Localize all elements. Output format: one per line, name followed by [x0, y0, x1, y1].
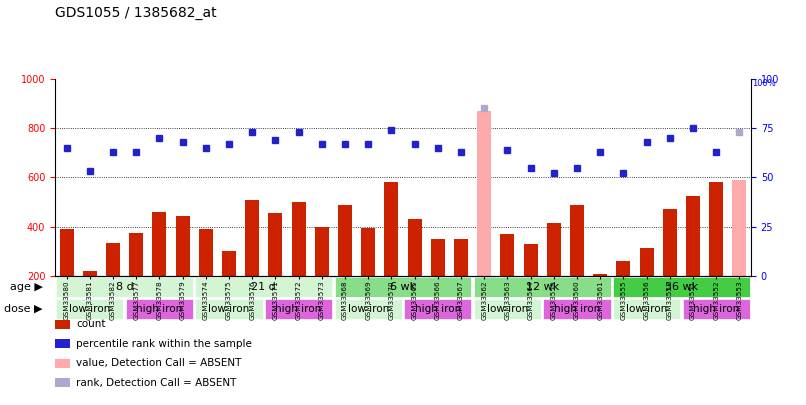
Bar — [477, 111, 491, 276]
Text: low iron: low iron — [347, 304, 388, 314]
Bar — [408, 219, 422, 276]
Text: rank, Detection Call = ABSENT: rank, Detection Call = ABSENT — [76, 378, 236, 388]
Bar — [613, 299, 680, 319]
Text: 6 wk: 6 wk — [390, 282, 416, 292]
Text: 21 d: 21 d — [251, 282, 276, 292]
Bar — [431, 239, 445, 276]
Bar — [56, 277, 193, 297]
Bar — [474, 299, 541, 319]
Bar — [152, 212, 166, 276]
Bar — [83, 271, 97, 276]
Bar — [617, 261, 630, 276]
Text: high iron: high iron — [414, 304, 461, 314]
Bar — [199, 229, 213, 276]
Text: age ▶: age ▶ — [10, 282, 43, 292]
Bar — [129, 233, 143, 276]
Text: high iron: high iron — [693, 304, 739, 314]
Text: high iron: high iron — [276, 304, 322, 314]
Text: 36 wk: 36 wk — [665, 282, 698, 292]
Bar — [640, 247, 654, 276]
Bar — [384, 182, 398, 276]
Bar — [195, 277, 332, 297]
Bar — [245, 200, 260, 276]
Bar — [195, 299, 263, 319]
Bar — [474, 277, 611, 297]
Text: count: count — [76, 320, 106, 329]
Bar — [663, 209, 677, 276]
Bar — [56, 299, 123, 319]
Text: low iron: low iron — [487, 304, 528, 314]
Bar — [683, 299, 750, 319]
Bar — [593, 273, 607, 276]
Bar — [268, 213, 282, 276]
Text: 12 wk: 12 wk — [526, 282, 559, 292]
Text: GDS1055 / 1385682_at: GDS1055 / 1385682_at — [55, 6, 217, 20]
Text: high iron: high iron — [554, 304, 600, 314]
Text: low iron: low iron — [209, 304, 250, 314]
Bar — [501, 234, 514, 276]
Bar — [334, 299, 402, 319]
Bar — [404, 299, 472, 319]
Bar — [334, 277, 472, 297]
Text: 8 d: 8 d — [116, 282, 134, 292]
Text: dose ▶: dose ▶ — [4, 304, 43, 314]
Bar — [613, 277, 750, 297]
Text: percentile rank within the sample: percentile rank within the sample — [76, 339, 251, 349]
Bar — [126, 299, 193, 319]
Text: high iron: high iron — [136, 304, 182, 314]
Bar — [361, 228, 375, 276]
Bar — [265, 299, 332, 319]
Text: value, Detection Call = ABSENT: value, Detection Call = ABSENT — [76, 358, 241, 368]
Bar — [570, 205, 584, 276]
Bar — [106, 243, 120, 276]
Text: low iron: low iron — [626, 304, 667, 314]
Bar — [338, 205, 352, 276]
Text: low iron: low iron — [69, 304, 110, 314]
Bar — [543, 299, 611, 319]
Bar — [60, 229, 73, 276]
Bar — [524, 244, 538, 276]
Bar — [686, 196, 700, 276]
Bar — [546, 223, 561, 276]
Bar — [315, 227, 329, 276]
Bar — [176, 215, 189, 276]
Bar — [292, 202, 305, 276]
Bar — [454, 239, 468, 276]
Bar — [733, 180, 746, 276]
Text: 100%: 100% — [752, 79, 776, 88]
Bar — [709, 182, 723, 276]
Bar — [222, 252, 236, 276]
